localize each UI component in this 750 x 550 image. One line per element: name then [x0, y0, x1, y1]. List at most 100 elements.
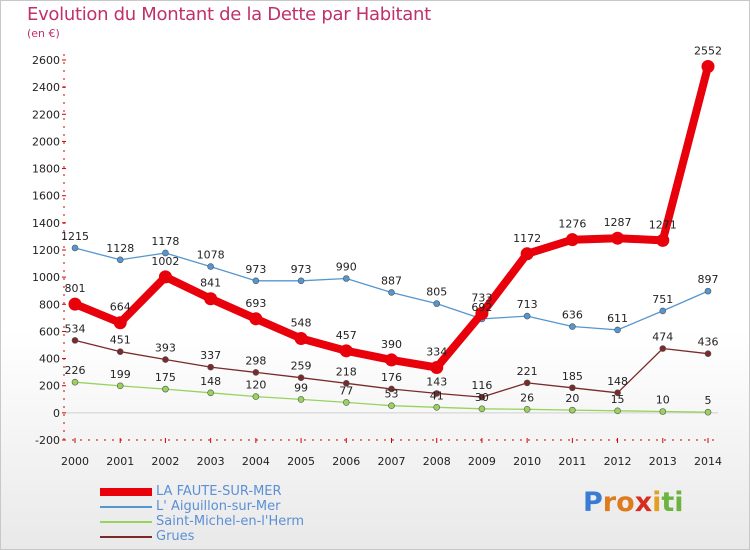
data-point — [569, 323, 576, 330]
data-label: 751 — [652, 293, 673, 306]
x-tick-label: 2012 — [604, 455, 632, 468]
data-label: 1178 — [151, 235, 179, 248]
data-label: 973 — [245, 263, 266, 276]
data-point — [565, 233, 579, 247]
data-point — [478, 393, 486, 401]
data-point — [249, 312, 263, 326]
data-label: 664 — [110, 301, 131, 314]
data-point — [475, 306, 489, 320]
chart-title: Evolution du Montant de la Dette par Hab… — [27, 4, 431, 25]
data-point — [297, 396, 305, 403]
data-point — [207, 263, 214, 270]
data-point — [204, 292, 218, 306]
data-label: 436 — [698, 336, 719, 349]
y-tick-label: 2200 — [32, 108, 60, 121]
data-label: 337 — [200, 349, 221, 362]
data-point — [339, 344, 353, 358]
logo-letter: x — [634, 487, 653, 518]
data-label: 20 — [565, 392, 579, 405]
data-label: 457 — [336, 329, 357, 342]
data-point — [342, 275, 350, 282]
data-label: 805 — [426, 286, 447, 299]
data-label: 534 — [65, 322, 86, 335]
x-tick-label: 2001 — [106, 455, 134, 468]
data-point — [207, 389, 214, 397]
data-label: 334 — [426, 346, 447, 359]
data-point — [71, 378, 79, 386]
data-point — [252, 277, 260, 285]
data-point — [207, 363, 214, 371]
data-label: 41 — [430, 389, 444, 402]
unit-label: (en €) — [27, 27, 60, 40]
data-point — [523, 379, 531, 387]
data-point — [659, 408, 667, 415]
x-tick-label: 2006 — [332, 455, 360, 468]
data-point — [523, 406, 531, 413]
data-label: 221 — [517, 365, 538, 378]
logo-letter: i — [652, 487, 662, 518]
data-point — [520, 247, 534, 261]
data-point — [611, 231, 625, 245]
data-label: 53 — [385, 388, 399, 401]
data-point — [433, 300, 441, 307]
x-tick-label: 2011 — [558, 455, 586, 468]
data-point — [701, 60, 715, 74]
data-point — [116, 382, 124, 390]
data-point — [433, 403, 441, 411]
data-label: 393 — [155, 342, 176, 355]
y-tick-label: 2000 — [32, 135, 60, 148]
data-point — [116, 348, 124, 355]
data-label: 5 — [705, 394, 712, 407]
data-label: 990 — [336, 261, 357, 274]
data-label: 548 — [291, 316, 312, 329]
y-tick-label: 1800 — [32, 163, 60, 176]
data-label: 116 — [471, 379, 492, 392]
data-point — [385, 353, 398, 367]
data-label: 390 — [381, 338, 402, 351]
data-point — [162, 249, 169, 257]
data-label: 2552 — [694, 45, 722, 58]
data-label: 26 — [520, 391, 534, 404]
data-label: 1002 — [151, 255, 179, 268]
data-label: 897 — [698, 273, 719, 286]
data-point — [569, 406, 576, 414]
data-point — [68, 297, 82, 311]
y-tick-label: 1400 — [32, 217, 60, 230]
data-point — [252, 393, 260, 400]
logo-letter: i — [674, 487, 684, 518]
y-tick-label: 600 — [39, 325, 60, 338]
x-tick-label: 2010 — [513, 455, 541, 468]
data-label: 611 — [607, 312, 628, 325]
data-point — [614, 326, 621, 334]
data-label: 148 — [607, 375, 628, 388]
data-label: 1215 — [61, 230, 89, 243]
data-label: 148 — [200, 375, 221, 388]
data-point — [704, 287, 712, 295]
data-point — [388, 402, 395, 409]
legend-label: L' Aiguillon-sur-Mer — [156, 499, 281, 514]
x-tick-label: 2009 — [468, 455, 496, 468]
data-label: 692 — [471, 301, 492, 314]
data-point — [294, 331, 308, 345]
y-tick-label: -200 — [35, 434, 60, 447]
legend-label: LA FAUTE-SUR-MER — [156, 484, 282, 499]
x-tick-label: 2007 — [378, 455, 406, 468]
y-tick-label: 400 — [39, 353, 60, 366]
data-point — [71, 244, 79, 252]
data-point — [430, 361, 444, 375]
data-label: 10 — [656, 394, 670, 407]
legend-label: Grues — [156, 529, 195, 544]
data-label: 1276 — [558, 218, 586, 231]
logo-letter: o — [616, 487, 635, 518]
data-point — [388, 385, 395, 393]
data-label: 1078 — [197, 249, 225, 262]
legend-swatch — [100, 521, 152, 523]
data-label: 1128 — [106, 242, 134, 255]
data-point — [342, 399, 350, 406]
data-label: 259 — [291, 360, 312, 373]
y-tick-label: 2400 — [32, 81, 60, 94]
data-point — [569, 384, 576, 392]
data-point — [659, 307, 667, 315]
